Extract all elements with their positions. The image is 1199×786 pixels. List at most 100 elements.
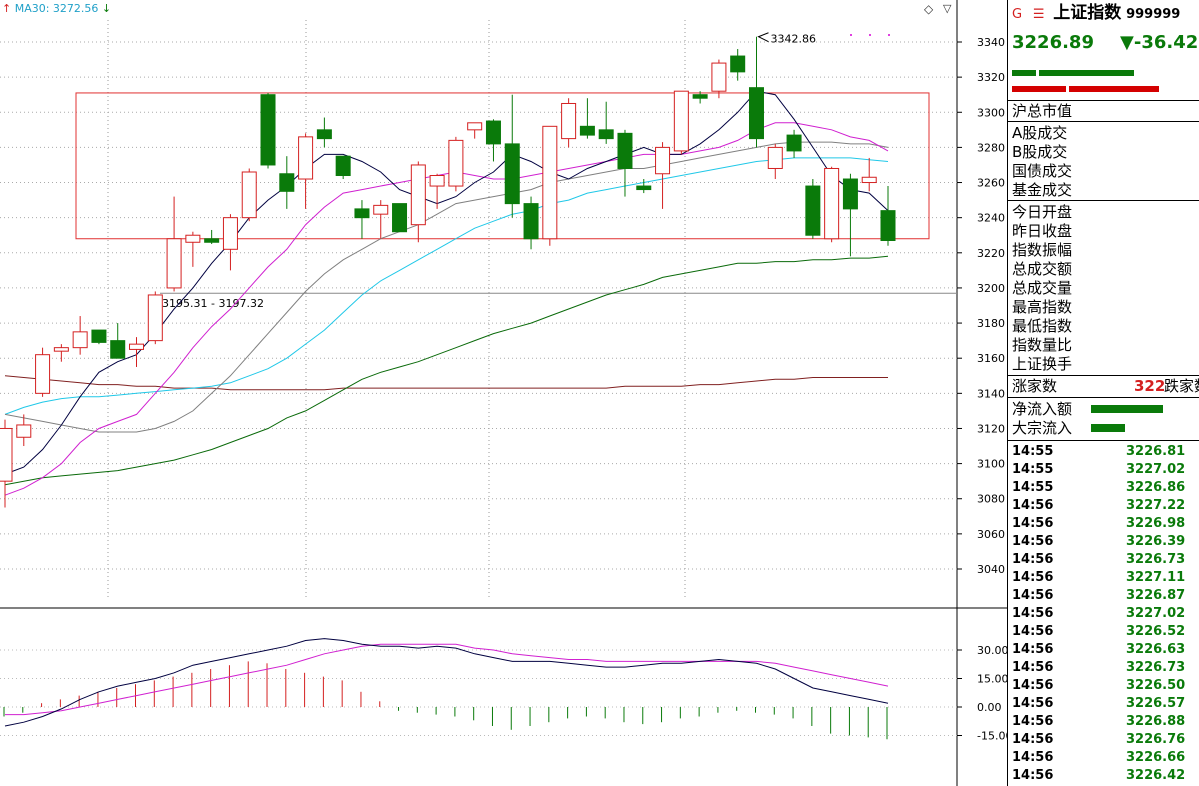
tick-time: 14:55 bbox=[1012, 462, 1054, 477]
candle-down bbox=[880, 210, 896, 242]
tick-time: 14:56 bbox=[1012, 498, 1054, 513]
menu-icon[interactable]: ☰ bbox=[1032, 7, 1045, 22]
candle-down bbox=[636, 185, 652, 191]
panel-label: 昨日收盘 bbox=[1012, 222, 1073, 240]
panel-label: 沪总市值 bbox=[1012, 102, 1073, 120]
strength-bar-red bbox=[1012, 86, 1066, 92]
marker-dot bbox=[850, 34, 852, 36]
tick-time: 14:56 bbox=[1012, 624, 1054, 639]
ma30-line bbox=[4, 157, 889, 415]
strength-bar-red-2 bbox=[1069, 86, 1159, 92]
panel-label: 指数量比 bbox=[1012, 336, 1073, 354]
tick-time: 14:56 bbox=[1012, 750, 1054, 765]
candle-down bbox=[598, 129, 614, 140]
tick-price: 3226.66 bbox=[1126, 750, 1186, 765]
candle-down bbox=[842, 178, 858, 210]
y-tick-label: 3220 bbox=[977, 247, 1005, 260]
panel-label: 国债成交 bbox=[1012, 162, 1073, 180]
y-tick-label: 3280 bbox=[977, 141, 1005, 154]
candle-down bbox=[392, 203, 408, 233]
candle-up bbox=[185, 234, 201, 243]
rise-count-row: 涨家数 bbox=[1012, 377, 1058, 395]
candle-up bbox=[53, 347, 69, 352]
ma5-line bbox=[4, 90, 889, 475]
candle-up bbox=[0, 427, 13, 482]
strength-bar-green-2 bbox=[1039, 70, 1134, 76]
tick-price: 3226.39 bbox=[1126, 534, 1186, 549]
stock-prefix: G bbox=[1012, 7, 1023, 22]
diamond-icon[interactable]: ◇ bbox=[924, 2, 934, 16]
candle-down bbox=[279, 173, 295, 192]
scroll-down-icon[interactable]: ▽ bbox=[943, 2, 952, 15]
candle-up bbox=[448, 139, 464, 187]
net-inflow-label: 净流入额 bbox=[1012, 400, 1073, 418]
tick-time: 14:55 bbox=[1012, 444, 1054, 459]
marker-dot bbox=[888, 34, 890, 36]
candle-up bbox=[542, 125, 558, 240]
candle-down bbox=[730, 55, 746, 73]
panel-label: 总成交量 bbox=[1012, 279, 1073, 297]
panel-label: 基金成交 bbox=[1012, 181, 1073, 199]
tick-price: 3227.02 bbox=[1126, 462, 1186, 477]
candle-up bbox=[655, 146, 671, 175]
y-tick-label: 3140 bbox=[977, 387, 1005, 400]
y-tick-label: 3300 bbox=[977, 106, 1005, 119]
y-tick-label: 3040 bbox=[977, 563, 1005, 576]
tick-time: 14:56 bbox=[1012, 516, 1054, 531]
candle-down bbox=[110, 340, 126, 359]
candle-up bbox=[166, 238, 182, 289]
ma60-line bbox=[4, 255, 889, 486]
candle-down bbox=[579, 125, 595, 136]
tick-price: 3226.88 bbox=[1126, 714, 1186, 729]
macd-tick-label: 30.00 bbox=[977, 644, 1007, 657]
high-arrow bbox=[757, 32, 769, 43]
tick-price: 3226.73 bbox=[1126, 552, 1186, 567]
stock-name: 上证指数 bbox=[1053, 3, 1122, 23]
candle-down bbox=[204, 238, 220, 243]
candle-up bbox=[861, 176, 877, 184]
tick-price: 3227.11 bbox=[1126, 570, 1186, 585]
tick-price: 3226.57 bbox=[1126, 696, 1186, 711]
candle-up bbox=[373, 204, 389, 215]
tick-time: 14:56 bbox=[1012, 588, 1054, 603]
tick-time: 14:56 bbox=[1012, 534, 1054, 549]
y-tick-label: 3160 bbox=[977, 352, 1005, 365]
macd-tick-label: 15.00 bbox=[977, 673, 1007, 686]
panel-label: 今日开盘 bbox=[1012, 203, 1073, 221]
price-value: 3226.89 bbox=[1012, 32, 1094, 53]
candle-up bbox=[673, 90, 689, 152]
y-tick-label: 3320 bbox=[977, 71, 1005, 84]
candle-down bbox=[523, 203, 539, 240]
panel-label: B股成交 bbox=[1012, 143, 1068, 161]
tick-time: 14:56 bbox=[1012, 732, 1054, 747]
consolidation-box bbox=[75, 92, 930, 240]
kline-chart-area[interactable]: 3340 3320 3300 3280 3260 3240 3220 3200 3180 3160… bbox=[0, 0, 1007, 786]
candle-down bbox=[91, 329, 107, 343]
panel-label: 总成交额 bbox=[1012, 260, 1073, 278]
candle-up bbox=[35, 354, 51, 394]
candle-down bbox=[786, 134, 802, 152]
kline-chart[interactable]: 3340 3320 3300 3280 3260 3240 3220 3200 3180 3160… bbox=[0, 0, 1007, 786]
y-tick-label: 3080 bbox=[977, 493, 1005, 506]
range-annotation: 3195.31 - 3197.32 bbox=[162, 297, 264, 310]
tick-time: 14:56 bbox=[1012, 642, 1054, 657]
tick-price: 3226.42 bbox=[1126, 768, 1186, 783]
strength-bar-green bbox=[1012, 70, 1036, 76]
macd-tick-label: 0.00 bbox=[977, 701, 1002, 714]
candle-down bbox=[260, 94, 276, 166]
y-tick-label: 3240 bbox=[977, 212, 1005, 225]
candle-up bbox=[72, 331, 88, 349]
stock-code: 999999 bbox=[1126, 7, 1181, 22]
marker-dot bbox=[869, 34, 871, 36]
candle-down bbox=[805, 185, 821, 236]
y-tick-label: 3260 bbox=[977, 177, 1005, 190]
candle-down bbox=[617, 132, 633, 169]
down-arrow-icon: ↓ bbox=[101, 2, 112, 15]
net-inflow-bar bbox=[1091, 405, 1163, 413]
y-tick-label: 3100 bbox=[977, 458, 1005, 471]
stock-header: G ☰ 上证指数 999999 bbox=[1012, 4, 1180, 24]
y-tick-label: 3340 bbox=[977, 36, 1005, 49]
tick-time: 14:56 bbox=[1012, 678, 1054, 693]
tick-time: 14:56 bbox=[1012, 696, 1054, 711]
candle-up bbox=[467, 122, 483, 131]
